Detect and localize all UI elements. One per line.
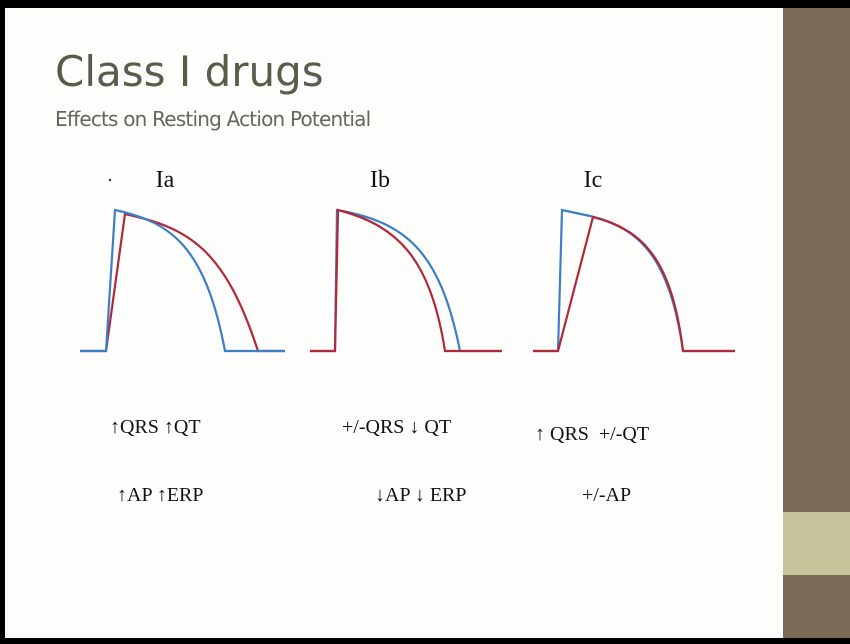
side-accent — [783, 512, 850, 575]
effect-text: ↑ QRS +/-QT — [535, 423, 649, 445]
panel-label: Ib — [370, 167, 390, 193]
slide-title: Class I drugs — [55, 47, 324, 96]
baseline-curve — [80, 208, 285, 353]
effect-text: ↓AP ↓ ERP — [375, 484, 467, 506]
effect-text: +/-QRS ↓ QT — [342, 416, 451, 438]
drug-curve — [80, 212, 285, 353]
slide-background — [5, 8, 785, 638]
panel-label: Ia — [156, 167, 175, 193]
effect-text: +/-AP — [582, 484, 631, 506]
effect-text: ↑AP ↑ERP — [117, 484, 204, 506]
drug-curve — [310, 208, 502, 353]
panel-label: Ic — [584, 167, 603, 193]
drug-curve — [533, 215, 735, 353]
effect-text: ↑QRS ↑QT — [110, 416, 201, 438]
dot — [108, 178, 112, 182]
slide-subtitle: Effects on Resting Action Potential — [55, 107, 370, 131]
